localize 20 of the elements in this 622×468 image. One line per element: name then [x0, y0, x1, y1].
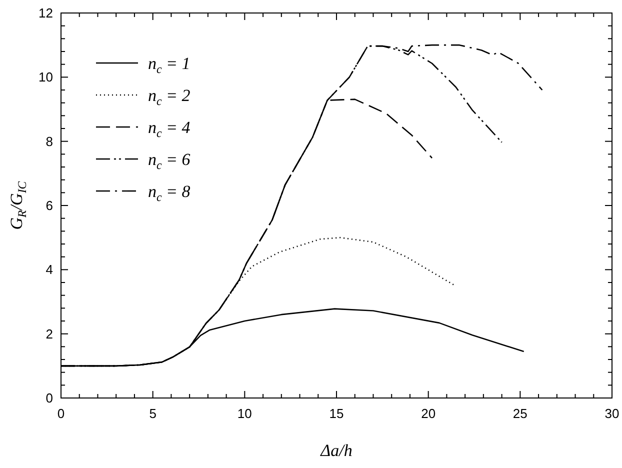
y-tick-label: 2	[46, 326, 53, 342]
y-tick-label: 6	[46, 198, 53, 213]
legend-label: n$_{c}$ = 6	[148, 150, 191, 172]
legend-label: n$_{c}$ = 4	[148, 118, 191, 140]
x-tick-label: 0	[57, 406, 65, 421]
y-tick-label: 0	[46, 390, 53, 406]
y-tick-label: 4	[46, 262, 53, 278]
y-tick-label: 10	[38, 70, 53, 85]
y-tick-label: 12	[38, 6, 53, 20]
x-axis-title: Δa/h	[320, 441, 352, 460]
x-tick-label: 5	[149, 406, 156, 421]
y-tick-label: 8	[46, 134, 53, 149]
x-tick-label: 10	[237, 406, 252, 421]
x-tick-label: 15	[329, 406, 344, 421]
legend-label: n$_{c}$ = 8	[148, 182, 191, 204]
legend-label: n$_{c}$ = 1	[148, 54, 190, 76]
legend-label: n$_{c}$ = 2	[148, 86, 191, 108]
x-tick-label: 20	[421, 406, 436, 421]
x-tick-label: 30	[604, 406, 620, 421]
x-tick-label: 25	[512, 406, 528, 421]
